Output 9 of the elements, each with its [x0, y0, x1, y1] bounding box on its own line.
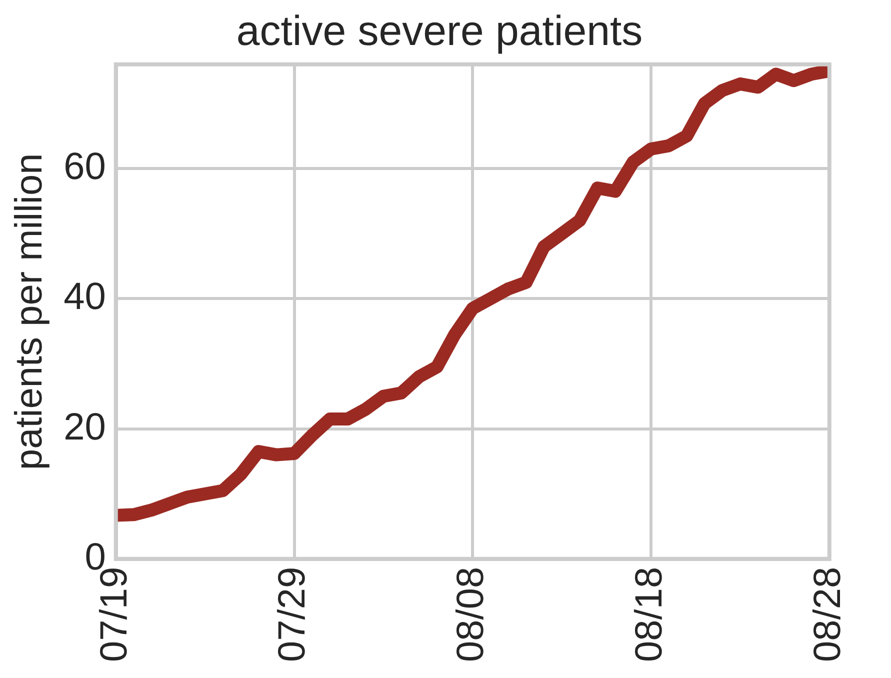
x-tick-label: 08/18: [628, 566, 670, 662]
x-tick-label: 08/28: [806, 566, 849, 662]
y-tick-label: 40: [64, 276, 106, 318]
y-tick-label: 20: [64, 406, 106, 448]
chart-title: active severe patients: [236, 6, 643, 54]
y-tick-label: 60: [64, 146, 106, 188]
y-axis-title: patients per million: [8, 153, 50, 470]
x-tick-label: 07/29: [272, 566, 314, 662]
x-tick-label: 08/08: [450, 566, 492, 662]
